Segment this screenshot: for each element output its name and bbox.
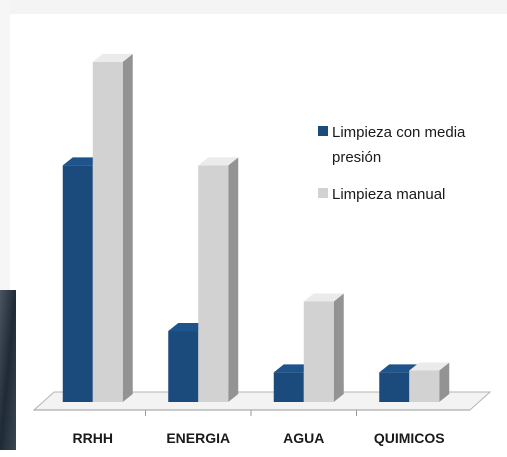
x-tick-label: RRHH [73,430,113,446]
bar [273,372,304,402]
bar-top [92,53,133,62]
bar-top [409,362,450,371]
bar [379,372,410,402]
bar-side [333,293,344,402]
left-edge [0,0,10,290]
bar-side [439,362,450,402]
bar [168,331,199,402]
legend-swatch [318,188,328,198]
x-tick-label: QUIMICOS [374,430,445,446]
bar-top [303,293,344,302]
x-tick-label: ENERGIA [166,430,230,446]
legend-swatch [318,126,328,136]
x-tick-label: AGUA [283,430,324,446]
bar [198,165,229,402]
bar-top [198,157,239,166]
legend-label: Limpieza manual [332,186,446,203]
bar [409,370,440,402]
bar [92,61,123,403]
bar-top [379,364,420,373]
background-photo [0,290,16,450]
top-edge [0,0,507,14]
bar [62,165,93,402]
bar-side [122,53,133,403]
bar [303,301,334,402]
bar-side [228,157,239,402]
legend-label: Limpieza con media presión [332,124,466,166]
